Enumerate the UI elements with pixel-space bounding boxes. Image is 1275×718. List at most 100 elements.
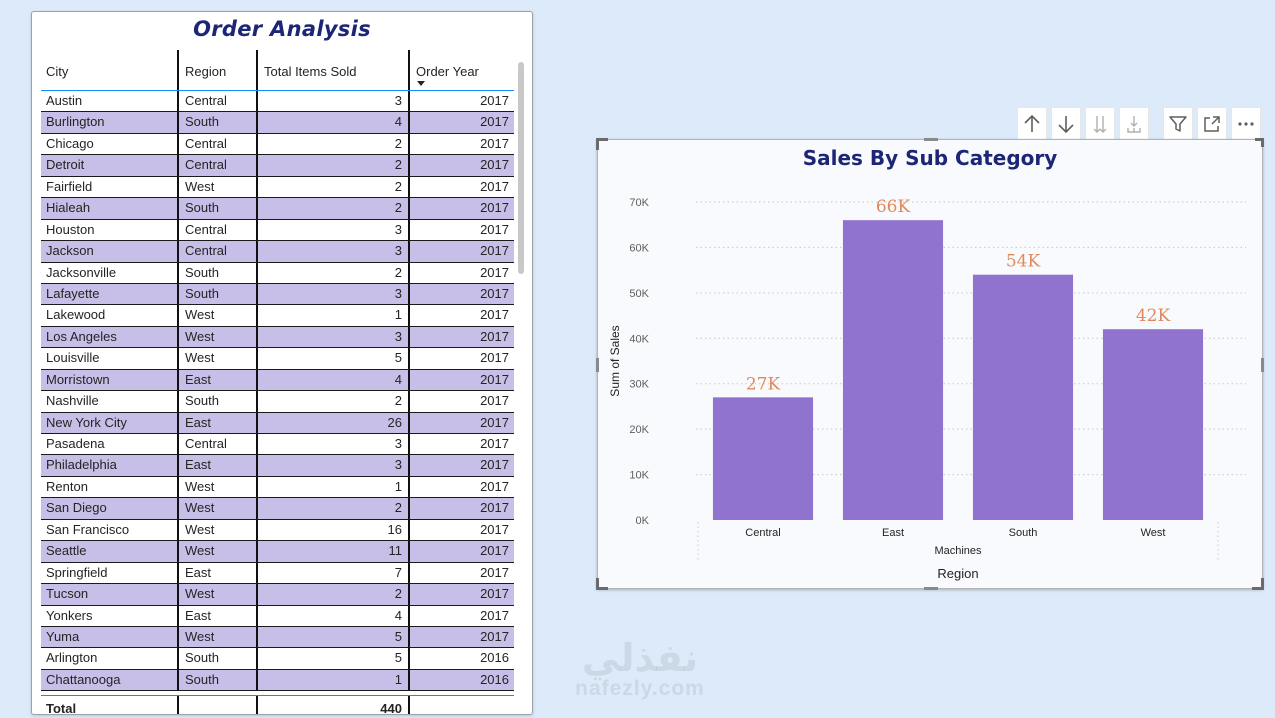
table-row[interactable]: Yonkers East 4 2017 — [41, 605, 514, 627]
cell-items: 1 — [256, 476, 408, 498]
order-analysis-table-visual[interactable]: Order Analysis City Region Total Items S… — [31, 11, 533, 715]
table-header-row: City Region Total Items Sold Order Year — [41, 50, 514, 91]
table-row[interactable]: Detroit Central 2 2017 — [41, 155, 514, 177]
cell-city: Springfield — [46, 564, 108, 580]
focus-mode-icon — [1204, 116, 1220, 132]
cell-city: Philadelphia — [46, 457, 117, 473]
drill-down-button[interactable] — [1051, 107, 1081, 141]
cell-items: 3 — [256, 283, 408, 305]
filter-button[interactable] — [1163, 107, 1193, 141]
table-row[interactable]: Jacksonville South 2 2017 — [41, 262, 514, 284]
column-header-order-year-label: Order Year — [416, 64, 479, 79]
cell-items: 2 — [256, 498, 408, 519]
sales-by-sub-category-chart-visual[interactable]: Sales By Sub Category 0K 10K 20K 30K 40K 50K 6… — [596, 138, 1264, 590]
cell-year: 2017 — [408, 198, 514, 219]
x-tick-label: Central — [745, 527, 780, 539]
resize-handle-left[interactable] — [596, 358, 599, 372]
bar-west[interactable] — [1102, 329, 1204, 520]
table-row[interactable]: Hialeah South 2 2017 — [41, 198, 514, 220]
column-header-region[interactable]: Region — [177, 50, 256, 90]
x-tick-label: West — [1141, 527, 1166, 539]
bar-central[interactable] — [712, 397, 814, 520]
cell-region: Central — [177, 133, 256, 155]
data-label: 54K — [1006, 252, 1041, 272]
watermark-arabic: نفذلي — [581, 636, 699, 680]
resize-handle-bottom-right[interactable] — [1252, 578, 1264, 590]
table-row[interactable]: Yuma West 5 2017 — [41, 626, 514, 649]
focus-mode-button[interactable] — [1197, 107, 1227, 141]
table-row[interactable]: Chattanooga South 1 2016 — [41, 669, 514, 692]
table-row[interactable]: Jackson Central 3 2017 — [41, 241, 514, 263]
table-row[interactable]: New York City East 26 2017 — [41, 412, 514, 434]
column-header-order-year[interactable]: Order Year — [408, 50, 514, 90]
cell-year: 2017 — [408, 283, 514, 305]
x-group-label: Machines — [934, 545, 982, 557]
table-row[interactable]: Los Angeles West 3 2017 — [41, 326, 514, 349]
sort-descending-icon[interactable] — [417, 81, 425, 86]
table-row[interactable]: Austin Central 3 2017 — [41, 91, 514, 113]
cell-year: 2017 — [408, 391, 514, 412]
bar-south[interactable] — [972, 274, 1074, 520]
table-row[interactable]: Tucson West 2 2017 — [41, 584, 514, 606]
cell-city: San Diego — [46, 500, 107, 516]
table-scrollbar-thumb[interactable] — [518, 62, 524, 274]
total-label: Total — [46, 701, 77, 715]
table-row[interactable]: Lafayette South 3 2017 — [41, 283, 514, 306]
column-header-city[interactable]: City — [46, 64, 69, 79]
cell-city: San Francisco — [46, 521, 130, 537]
table-row[interactable]: Philadelphia East 3 2017 — [41, 455, 514, 477]
table-row[interactable]: San Diego West 2 2017 — [41, 498, 514, 520]
x-group-bracket — [697, 522, 1219, 560]
more-options-button[interactable] — [1231, 107, 1261, 141]
y-tick-label: 40K — [629, 333, 649, 345]
bar-east[interactable] — [842, 220, 944, 520]
cell-year: 2017 — [408, 584, 514, 605]
cell-city: Morristown — [46, 371, 110, 387]
cell-items: 26 — [256, 412, 408, 433]
expand-next-level-button[interactable] — [1119, 107, 1149, 141]
column-header-total-items-sold[interactable]: Total Items Sold — [256, 50, 408, 90]
y-tick-label: 20K — [629, 424, 649, 436]
table-row[interactable]: Arlington South 5 2016 — [41, 648, 514, 670]
cell-year: 2017 — [408, 605, 514, 626]
table-row[interactable]: Chicago Central 2 2017 — [41, 133, 514, 156]
table-row[interactable]: Pasadena Central 3 2017 — [41, 434, 514, 456]
table-row[interactable]: Burlington South 4 2017 — [41, 112, 514, 134]
cell-year: 2017 — [408, 541, 514, 562]
y-tick-label: 30K — [629, 379, 649, 391]
table-row[interactable]: San Francisco West 16 2017 — [41, 519, 514, 542]
cell-year: 2017 — [408, 219, 514, 241]
table-row[interactable]: Springfield East 7 2017 — [41, 562, 514, 585]
table-row[interactable]: Houston Central 3 2017 — [41, 219, 514, 242]
data-label: 66K — [876, 197, 911, 217]
cell-city: Chicago — [46, 135, 94, 151]
cell-city: Jacksonville — [46, 264, 117, 280]
table-row[interactable]: Nashville South 2 2017 — [41, 391, 514, 413]
drill-up-button[interactable] — [1017, 107, 1047, 141]
cell-city: Austin — [46, 93, 83, 108]
cell-year: 2017 — [408, 498, 514, 519]
cell-items: 1 — [256, 669, 408, 691]
table-row[interactable]: Seattle West 11 2017 — [41, 541, 514, 563]
resize-handle-right[interactable] — [1261, 358, 1264, 372]
chart-title: Sales By Sub Category — [802, 146, 1058, 170]
resize-handle-top-left[interactable] — [596, 138, 608, 150]
table-row[interactable]: Lakewood West 1 2017 — [41, 305, 514, 327]
cell-city: Los Angeles — [46, 328, 117, 344]
resize-handle-bottom-left[interactable] — [596, 578, 608, 590]
cell-items: 4 — [256, 112, 408, 133]
cell-region: South — [177, 669, 256, 691]
resize-handle-top-right[interactable] — [1255, 138, 1264, 147]
cell-items: 5 — [256, 348, 408, 369]
table-row[interactable]: Morristown East 4 2017 — [41, 369, 514, 392]
cell-city: Yonkers — [46, 607, 93, 623]
table-row[interactable]: Fairfield West 2 2017 — [41, 176, 514, 199]
cell-region: Central — [177, 241, 256, 262]
resize-handle-top[interactable] — [924, 138, 938, 141]
cell-items: 2 — [256, 262, 408, 283]
go-to-next-level-button[interactable] — [1085, 107, 1115, 141]
table-row[interactable]: Louisville West 5 2017 — [41, 348, 514, 370]
cell-city: Fairfield — [46, 178, 93, 194]
resize-handle-bottom[interactable] — [924, 587, 938, 590]
table-row[interactable]: Renton West 1 2017 — [41, 476, 514, 499]
